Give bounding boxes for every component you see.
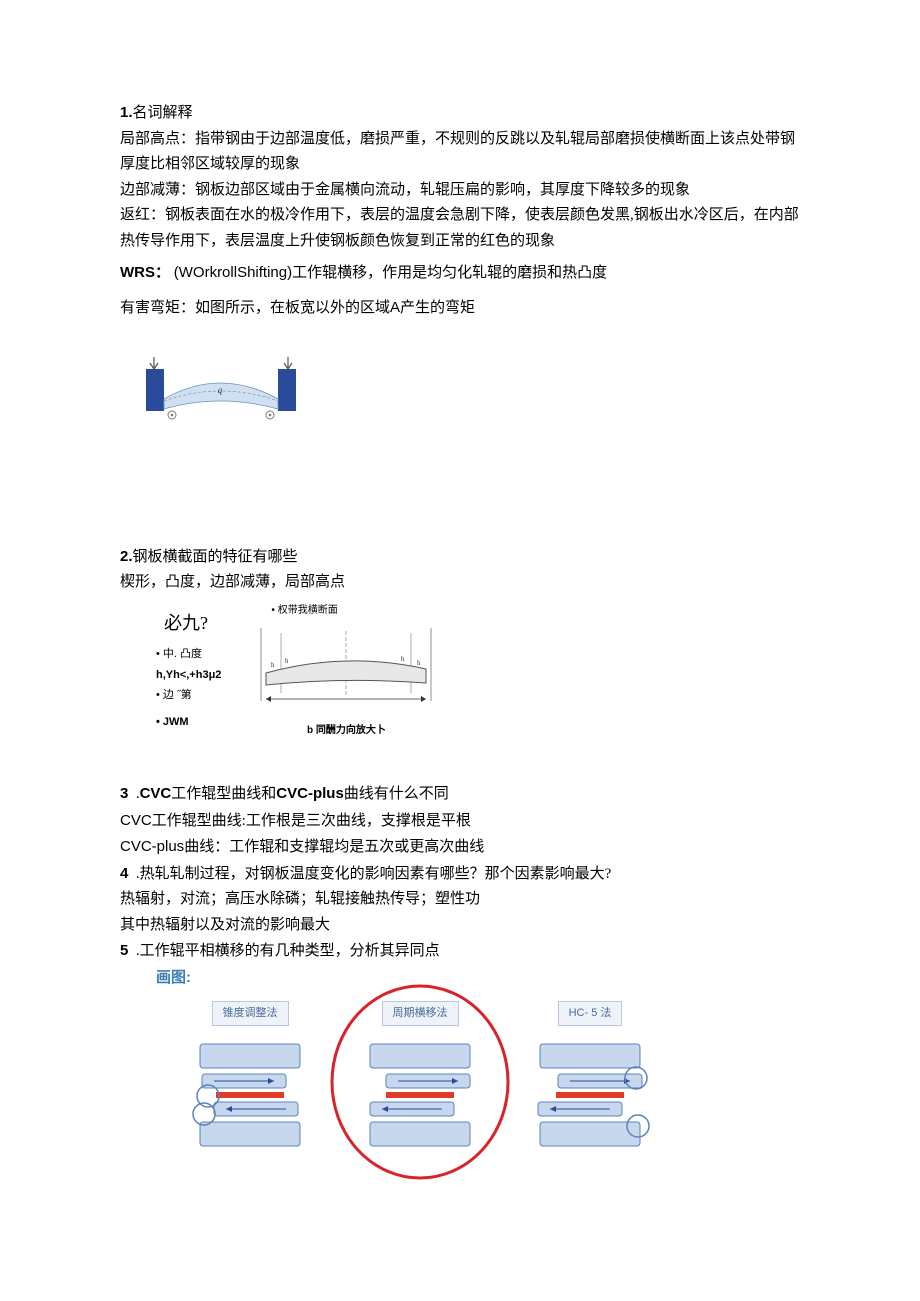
wrs-text: (WOrkrollShifting)工作辊横移，作用是均匀化轧辊的磨损和热凸度 — [174, 264, 607, 281]
s3-p1a: CVC — [120, 812, 152, 829]
s5-t: 工作辊平相横移的有几种类型，分析其异同点 — [140, 943, 440, 959]
section-5-title: 5 .工作辊平相横移的有几种类型，分析其异同点 — [120, 938, 800, 965]
svg-text:h: h — [285, 657, 289, 665]
hc5-diagram-icon — [520, 1034, 660, 1184]
p5c: 产生的弯矩 — [400, 300, 475, 316]
figure-2-cross-section: 必九? • 中. 凸度 h,Yh<,+h3μ2 • 边 ˝第 • JWM • 权… — [156, 602, 800, 740]
fig2-left-labels: 必九? • 中. 凸度 h,Yh<,+h3μ2 • 边 ˝第 • JWM — [156, 602, 221, 740]
section-1-title: 1.名词解释 — [120, 100, 800, 127]
figure-3-shift-methods: 锥度调整法 周期横移法 HC- 5 法 — [180, 1000, 800, 1193]
method-3-label: HC- 5 法 — [558, 1001, 623, 1026]
s3-p2b: 曲线：工作辊和支撑辊均是五次或更高次曲线 — [184, 839, 484, 855]
svg-text:h: h — [417, 659, 421, 667]
s3-t2: 曲线有什么不同 — [344, 786, 449, 802]
fig2-diagram: • 权带我横断面 h h h h b 同酬力向放大卜 — [241, 602, 451, 740]
s1-num: 1. — [120, 104, 133, 121]
cross-section-diagram-icon: hhhh — [241, 623, 451, 713]
cyclic-shift-diagram-icon — [350, 1034, 490, 1184]
s1-p5: 有害弯矩：如图所示，在板宽以外的区域A产生的弯矩 — [120, 295, 800, 322]
method-3-block: HC- 5 法 — [520, 1000, 660, 1193]
svg-text:q: q — [218, 385, 223, 395]
s3-t1: 工作辊型曲线和 — [171, 786, 276, 802]
fig2-l2: h,Yh<,+h3μ2 — [156, 665, 221, 686]
s1-p1: 局部高点：指带钢由于边部温度低，磨损严重，不规则的反跳以及轧辊局部磨损使横断面上… — [120, 127, 800, 178]
p5b: A — [390, 299, 400, 316]
taper-adjust-diagram-icon — [180, 1034, 320, 1184]
fig2-caption: b 同酬力向放大卜 — [241, 722, 451, 739]
s3-p2: CVC-plus曲线：工作辊和支撑辊均是五次或更高次曲线 — [120, 834, 800, 861]
s1-wrs: WRS： (WOrkrollShifting)工作辊横移，作用是均匀化轧辊的磨损… — [120, 260, 800, 287]
s2-p1: 楔形，凸度，边部减薄，局部高点 — [120, 570, 800, 596]
s3-p2a: CVC-plus — [120, 838, 184, 855]
figure-1-roll-bending: q — [140, 349, 800, 434]
s5-huatu: 画图: — [156, 965, 800, 991]
fig2-right-label: • 权带我横断面 — [271, 602, 451, 619]
wrs-label: WRS： — [120, 264, 170, 281]
fig2-l1: • 中. 凸度 — [156, 644, 221, 665]
s3-b1: CVC — [140, 785, 172, 802]
section-2-title: 2.钢板横截面的特征有哪些 — [120, 544, 800, 571]
s2-num: 2. — [120, 548, 133, 565]
s3-p1: CVC工作辊型曲线:工作根是三次曲线，支撑根是平根 — [120, 808, 800, 835]
p5a: 有害弯矩：如图所示，在板宽以外的区域 — [120, 300, 390, 316]
method-2-label: 周期横移法 — [382, 1001, 459, 1026]
s5-dot: . — [128, 943, 139, 959]
s2-title-text: 钢板横截面的特征有哪些 — [133, 549, 298, 565]
s1-title-text: 名词解释 — [133, 105, 193, 121]
s1-p3: 返红：钢板表面在水的极冷作用下，表层的温度会急剧下降，使表层颜色发黑,钢板出水冷… — [120, 203, 800, 254]
section-3-title: 3 .CVC工作辊型曲线和CVC-plus曲线有什么不同 — [120, 781, 800, 808]
roll-bending-diagram-icon: q — [140, 349, 310, 424]
section-4-title: 4 .热轧轧制过程，对钢板温度变化的影响因素有哪些？那个因素影响最大? — [120, 861, 800, 888]
s4-t: 热轧轧制过程，对钢板温度变化的影响因素有哪些？那个因素影响最大? — [140, 866, 612, 882]
s3-b2: CVC-plus — [276, 785, 344, 802]
method-1-label: 锥度调整法 — [212, 1001, 289, 1026]
method-2-block: 周期横移法 — [350, 1000, 490, 1193]
s4-p1: 热辐射，对流；高压水除磷；轧辊接触热传导；塑性功 — [120, 887, 800, 913]
fig2-bijiu: 必九? — [164, 606, 221, 640]
fig2-l3: • 边 ˝第 — [156, 685, 221, 706]
s3-dot: . — [128, 786, 139, 802]
svg-text:h: h — [271, 661, 275, 669]
svg-text:h: h — [401, 655, 405, 663]
s1-p2: 边部减薄：钢板边部区域由于金属横向流动，轧辊压扁的影响，其厚度下降较多的现象 — [120, 178, 800, 204]
s3-p1b: 工作辊型曲线:工作根是三次曲线，支撑根是平根 — [152, 813, 471, 829]
method-1-block: 锥度调整法 — [180, 1000, 320, 1193]
fig2-l4: • JWM — [156, 712, 221, 733]
s4-dot: . — [128, 866, 139, 882]
s4-p2: 其中热辐射以及对流的影响最大 — [120, 913, 800, 939]
